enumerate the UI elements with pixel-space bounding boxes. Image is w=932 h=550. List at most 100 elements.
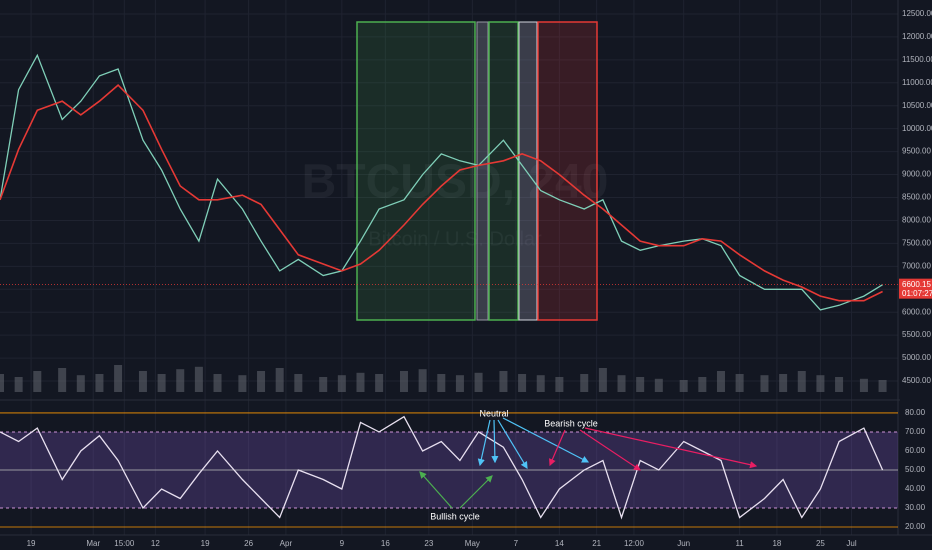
y-tick-label: 4500.00 xyxy=(902,376,931,385)
volume-bar xyxy=(679,380,688,392)
neutral-box xyxy=(518,21,538,321)
volume-bar xyxy=(157,374,166,392)
countdown-label: 01:07:27 xyxy=(902,289,932,298)
price-tag xyxy=(899,278,932,299)
marks xyxy=(0,53,898,528)
volume-bar xyxy=(0,374,4,392)
y-tick-label: 7500.00 xyxy=(902,238,931,247)
volume-bar xyxy=(95,374,104,392)
volume-bar xyxy=(698,377,707,392)
bullish-box xyxy=(488,21,519,321)
drawings xyxy=(356,21,598,321)
y-tick-label: 60.00 xyxy=(905,446,926,455)
arrow xyxy=(502,417,590,463)
y-tick-label: 9000.00 xyxy=(902,170,931,179)
y-tick-label: 8000.00 xyxy=(902,216,931,225)
volume-bar xyxy=(257,371,266,392)
y-tick-label: 40.00 xyxy=(905,484,926,493)
y-tick-label: 11500.00 xyxy=(902,55,932,64)
volume-bar xyxy=(76,375,85,392)
volume-bar xyxy=(878,380,887,392)
y-tick-label: 12500.00 xyxy=(902,9,932,18)
annotation: Bullish cycle xyxy=(430,511,480,521)
y-tick-label: 6000.00 xyxy=(902,307,931,316)
annotation: Neutral xyxy=(479,408,508,418)
volume-bar xyxy=(356,372,365,392)
y-tick-label: 10000.00 xyxy=(902,124,932,133)
volume-bar xyxy=(859,378,868,392)
bearish-box xyxy=(537,21,598,321)
volume-bar xyxy=(779,374,788,392)
x-tick-label: 15:00 xyxy=(114,539,135,548)
x-tick-label: 12 xyxy=(151,539,160,548)
volume-bar xyxy=(194,366,203,392)
x-tick-label: 23 xyxy=(424,539,433,548)
x-tick-label: 14 xyxy=(555,539,564,548)
arrow xyxy=(584,427,758,469)
volume-bar xyxy=(654,378,663,392)
y-tick-label: 7000.00 xyxy=(902,261,931,270)
y-tick-label: 12000.00 xyxy=(902,32,932,41)
volume-bar xyxy=(14,377,23,392)
arrow xyxy=(477,419,491,467)
x-tick-label: 11 xyxy=(735,539,744,548)
x-tick-label: 16 xyxy=(381,539,390,548)
volume-bar xyxy=(399,371,408,392)
volume-bar xyxy=(716,371,725,392)
volume-bar xyxy=(294,374,303,392)
volume-bar xyxy=(797,371,806,392)
x-tick-label: Apr xyxy=(280,539,293,548)
y-tick-label: 10500.00 xyxy=(902,101,932,110)
volume-bar xyxy=(816,375,825,392)
y-tick-label: 70.00 xyxy=(905,427,926,436)
y-tick-label: 11000.00 xyxy=(902,78,932,87)
annotation: Bearish cycle xyxy=(544,418,598,428)
x-tick-label: Jun xyxy=(677,539,690,548)
x-tick-label: 19 xyxy=(27,539,36,548)
volume-bar xyxy=(238,375,247,392)
volume-bar xyxy=(176,369,185,392)
arrow xyxy=(491,419,499,464)
volume-bar xyxy=(58,368,67,392)
volume-bar xyxy=(580,374,589,392)
arrow xyxy=(497,419,528,470)
x-tick-label: 12:00 xyxy=(624,539,645,548)
volume-bar xyxy=(418,369,427,392)
price-tag-label: 6600.15 xyxy=(902,280,931,289)
volume-bar xyxy=(319,377,328,392)
line-series xyxy=(0,53,883,311)
watermark-sub: Bitcoin / U.S. Dollar xyxy=(368,228,542,250)
volume-bar xyxy=(275,368,284,392)
x-tick-label: 19 xyxy=(201,539,210,548)
volume-bar xyxy=(536,375,545,392)
volume-bar xyxy=(474,372,483,392)
volume-bar xyxy=(437,374,446,392)
volume-bar xyxy=(337,375,346,392)
volume-bar xyxy=(617,375,626,392)
volume-bar xyxy=(455,375,464,392)
line-series xyxy=(0,84,883,302)
arrow xyxy=(579,429,641,471)
y-tick-label: 80.00 xyxy=(905,408,926,417)
volume-bar xyxy=(735,374,744,392)
x-tick-label: Mar xyxy=(86,539,100,548)
y-tick-label: 5000.00 xyxy=(902,353,931,362)
bullish-box xyxy=(356,21,476,321)
volume-bar xyxy=(835,377,844,392)
x-tick-label: 25 xyxy=(816,539,825,548)
x-tick-label: May xyxy=(465,539,480,548)
arrows xyxy=(419,417,758,509)
annotations: Neutral Bearish cycle Bullish cycle xyxy=(419,408,758,521)
y-tick-label: 8500.00 xyxy=(902,193,931,202)
volume-bar xyxy=(375,374,384,392)
volume-bar xyxy=(114,365,123,392)
arrow xyxy=(549,429,566,467)
neutral-box xyxy=(476,21,489,321)
y-tick-label: 9500.00 xyxy=(902,147,931,156)
volume-bar xyxy=(636,377,645,392)
x-tick-label: Jul xyxy=(846,539,856,548)
volume-bar xyxy=(760,375,769,392)
volume-bar xyxy=(555,377,564,392)
volume-bar xyxy=(499,371,508,392)
